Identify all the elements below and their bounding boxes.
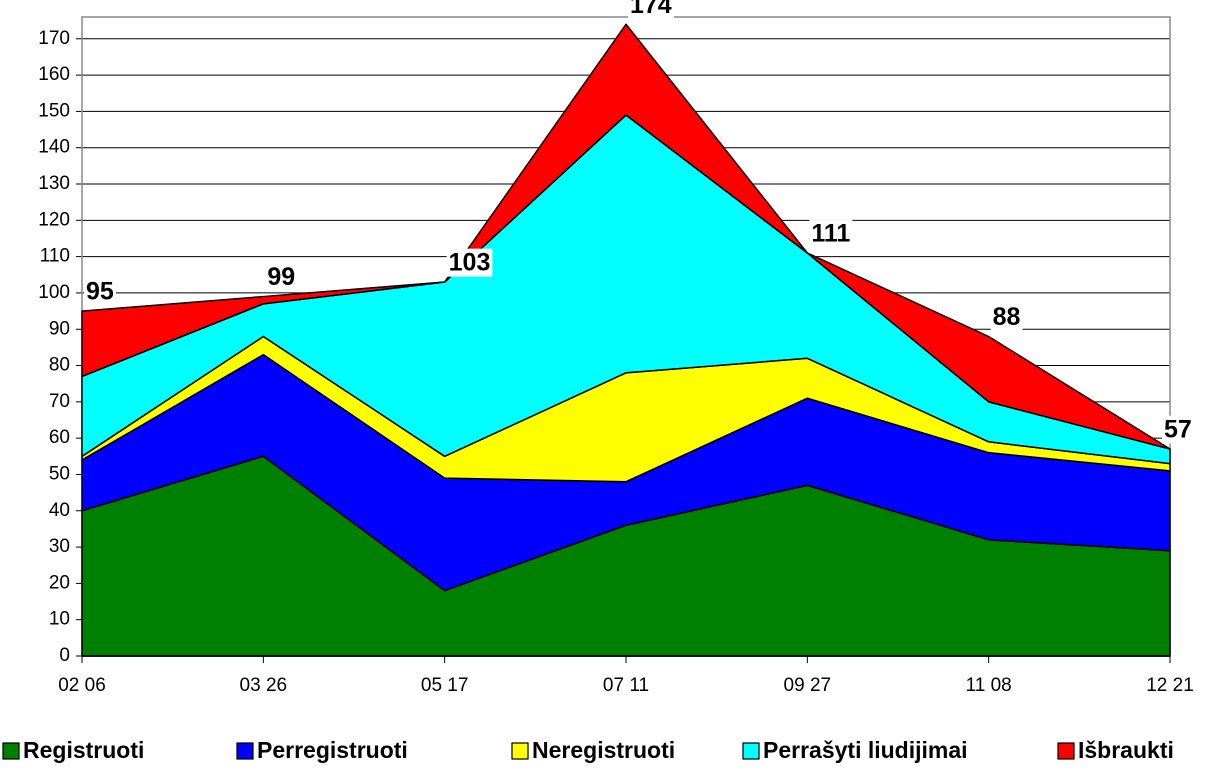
legend-item: Registruoti [2, 737, 144, 763]
legend-swatch [742, 742, 760, 760]
y-tick-label: 140 [38, 137, 70, 158]
legend-swatch [511, 742, 529, 760]
area [81, 23, 1171, 450]
legend-label: Perrašyti liudijimai [763, 737, 968, 763]
y-tick-label: 120 [38, 209, 70, 230]
y-tick-label: 150 [38, 100, 70, 121]
label-background [84, 277, 116, 306]
x-tick-label: 03 26 [240, 675, 288, 696]
x-tick-label: 05 17 [421, 675, 469, 696]
x-tick-label: 09 27 [784, 675, 832, 696]
y-tick-label: 40 [49, 500, 70, 521]
x-tick-label: 12 21 [1146, 675, 1194, 696]
y-tick-label: 60 [49, 427, 70, 448]
legend-item: Perregistruoti [236, 737, 408, 763]
total-label: 88 [993, 303, 1021, 331]
y-tick-label: 130 [38, 173, 70, 194]
y-tick-label: 110 [40, 246, 70, 267]
x-tick-label: 11 08 [966, 675, 1012, 696]
legend-item: Išbraukti [1057, 737, 1174, 763]
y-tick-label: 20 [49, 572, 70, 593]
total-label: 111 [811, 220, 850, 248]
y-tick-label: 90 [49, 318, 70, 339]
label-background [446, 248, 493, 277]
label-background [809, 219, 853, 248]
legend-label: Registruoti [23, 737, 144, 763]
x-tick-label: 07 11 [603, 675, 649, 696]
x-tick-label: 02 06 [58, 675, 106, 696]
total-label: 103 [449, 249, 491, 277]
legend-label: Neregistruoti [532, 737, 675, 763]
y-tick-label: 100 [38, 282, 70, 303]
total-label: 57 [1164, 416, 1192, 444]
y-tick-label: 160 [38, 64, 70, 85]
y-tick-label: 70 [49, 391, 70, 412]
label-background [265, 263, 298, 292]
legend-label: Išbraukti [1078, 737, 1174, 763]
y-tick-label: 170 [38, 28, 70, 49]
y-tick-label: 50 [49, 463, 70, 484]
legend-label: Perregistruoti [257, 737, 408, 763]
y-tick-label: 80 [49, 355, 70, 376]
total-label: 99 [267, 263, 295, 291]
label-background [628, 0, 674, 19]
legend-swatch [236, 742, 254, 760]
total-label: 174 [630, 0, 672, 19]
total-label: 95 [86, 278, 114, 306]
y-tick-label: 10 [49, 609, 70, 630]
y-tick-label: 0 [59, 645, 70, 666]
label-background [990, 303, 1023, 332]
legend-item: Neregistruoti [511, 737, 675, 763]
legend-swatch [2, 742, 20, 760]
label-background [1162, 415, 1194, 444]
legend-item: Perrašyti liudijimai [742, 737, 968, 763]
legend-swatch [1057, 742, 1075, 760]
y-tick-label: 30 [49, 536, 70, 557]
